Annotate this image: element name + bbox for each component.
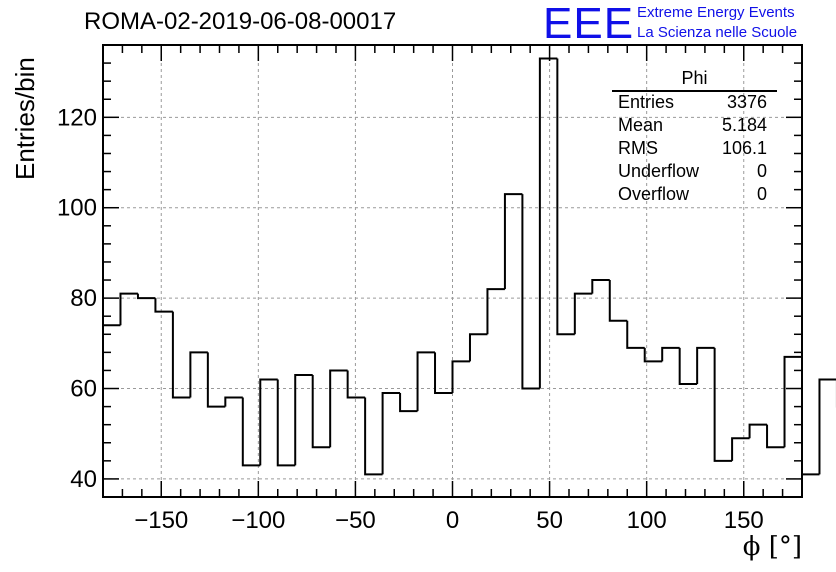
logo-line-2: La Scienza nelle Scuole bbox=[637, 24, 798, 41]
x-tick-label: 0 bbox=[446, 507, 459, 534]
stats-row-rms: RMS 106.1 bbox=[612, 138, 777, 161]
x-tick-label: −50 bbox=[335, 507, 376, 534]
histogram-bin bbox=[626, 320, 645, 349]
stats-row-entries: Entries 3376 bbox=[612, 92, 777, 115]
y-tick-label: 120 bbox=[57, 104, 97, 131]
histogram-bin bbox=[241, 397, 261, 467]
x-tick-label: 50 bbox=[536, 507, 563, 534]
histogram-bin bbox=[538, 57, 558, 389]
y-tick-label: 80 bbox=[70, 285, 97, 312]
histogram-bin bbox=[381, 392, 401, 475]
histogram-bin bbox=[591, 279, 610, 294]
histogram-bin bbox=[503, 193, 523, 290]
stats-key: Mean bbox=[618, 115, 664, 135]
histogram-bin bbox=[521, 194, 540, 390]
histogram-bin bbox=[416, 351, 436, 412]
histogram-bin bbox=[171, 311, 191, 399]
stats-key: RMS bbox=[618, 138, 658, 158]
stats-value: 5.184 bbox=[721, 115, 767, 135]
histogram-bin bbox=[311, 374, 331, 449]
histogram-bin bbox=[136, 293, 156, 300]
histogram-bin bbox=[294, 373, 313, 466]
histogram-bin bbox=[224, 396, 243, 407]
histogram-bin bbox=[102, 324, 121, 497]
histogram-bin bbox=[451, 360, 470, 394]
histogram-bin bbox=[573, 292, 593, 335]
histogram-bin bbox=[189, 351, 208, 398]
x-tick-label: −100 bbox=[231, 507, 285, 534]
histogram-bin bbox=[783, 355, 802, 448]
stats-row-underflow: Underflow 0 bbox=[612, 161, 777, 184]
stats-box: Phi Entries 3376 Mean 5.184 RMS 106.1 Un… bbox=[612, 68, 777, 207]
stats-key: Overflow bbox=[618, 184, 690, 204]
histogram-bin bbox=[276, 379, 296, 467]
plot-title: ROMA-02-2019-06-08-00017 bbox=[84, 8, 397, 35]
histogram-bin bbox=[731, 437, 750, 461]
histogram-bin bbox=[713, 347, 733, 462]
x-tick-label: 100 bbox=[627, 507, 667, 534]
stats-value: 3376 bbox=[726, 92, 767, 112]
y-tick-label: 60 bbox=[70, 376, 97, 403]
histogram-bin bbox=[801, 356, 820, 476]
x-tick-label: −150 bbox=[134, 507, 188, 534]
histogram-bin bbox=[556, 58, 575, 336]
stats-row-overflow: Overflow 0 bbox=[612, 184, 777, 207]
histogram-bin bbox=[364, 397, 383, 476]
histogram-bin bbox=[748, 423, 768, 439]
histogram-bin bbox=[119, 292, 138, 326]
stats-value: 106.1 bbox=[721, 138, 767, 158]
histogram-bin bbox=[696, 346, 715, 384]
histogram-bin bbox=[643, 347, 663, 363]
histogram-bin bbox=[678, 347, 698, 385]
histogram-bin bbox=[486, 288, 505, 335]
histogram-bin bbox=[399, 393, 418, 413]
stats-title: Phi bbox=[612, 68, 777, 92]
x-axis-label: ϕ [°] bbox=[742, 532, 802, 562]
histogram-bin bbox=[346, 370, 366, 399]
histogram-bin bbox=[259, 378, 278, 466]
histogram-bin bbox=[468, 333, 488, 362]
stats-value: 0 bbox=[756, 184, 767, 204]
y-axis-label: Entries/bin bbox=[10, 57, 40, 180]
histogram-bin bbox=[206, 352, 226, 408]
histogram-bin bbox=[329, 369, 348, 448]
eee-logo: EEE bbox=[543, 0, 635, 48]
x-tick-label: 150 bbox=[724, 507, 764, 534]
histogram-bin bbox=[434, 352, 453, 395]
histogram-bin bbox=[154, 298, 173, 313]
stats-key: Entries bbox=[618, 92, 675, 112]
logo-line-1: Extreme Energy Events bbox=[637, 4, 795, 21]
stats-row-mean: Mean 5.184 bbox=[612, 115, 777, 138]
stats-value: 0 bbox=[756, 161, 767, 181]
histogram-bin bbox=[608, 280, 628, 322]
stats-key: Underflow bbox=[618, 161, 700, 181]
y-tick-label: 100 bbox=[57, 195, 97, 222]
histogram-bin bbox=[818, 378, 836, 475]
histogram-bin bbox=[766, 424, 785, 449]
y-tick-label: 40 bbox=[70, 466, 97, 493]
histogram-bin bbox=[661, 346, 680, 362]
